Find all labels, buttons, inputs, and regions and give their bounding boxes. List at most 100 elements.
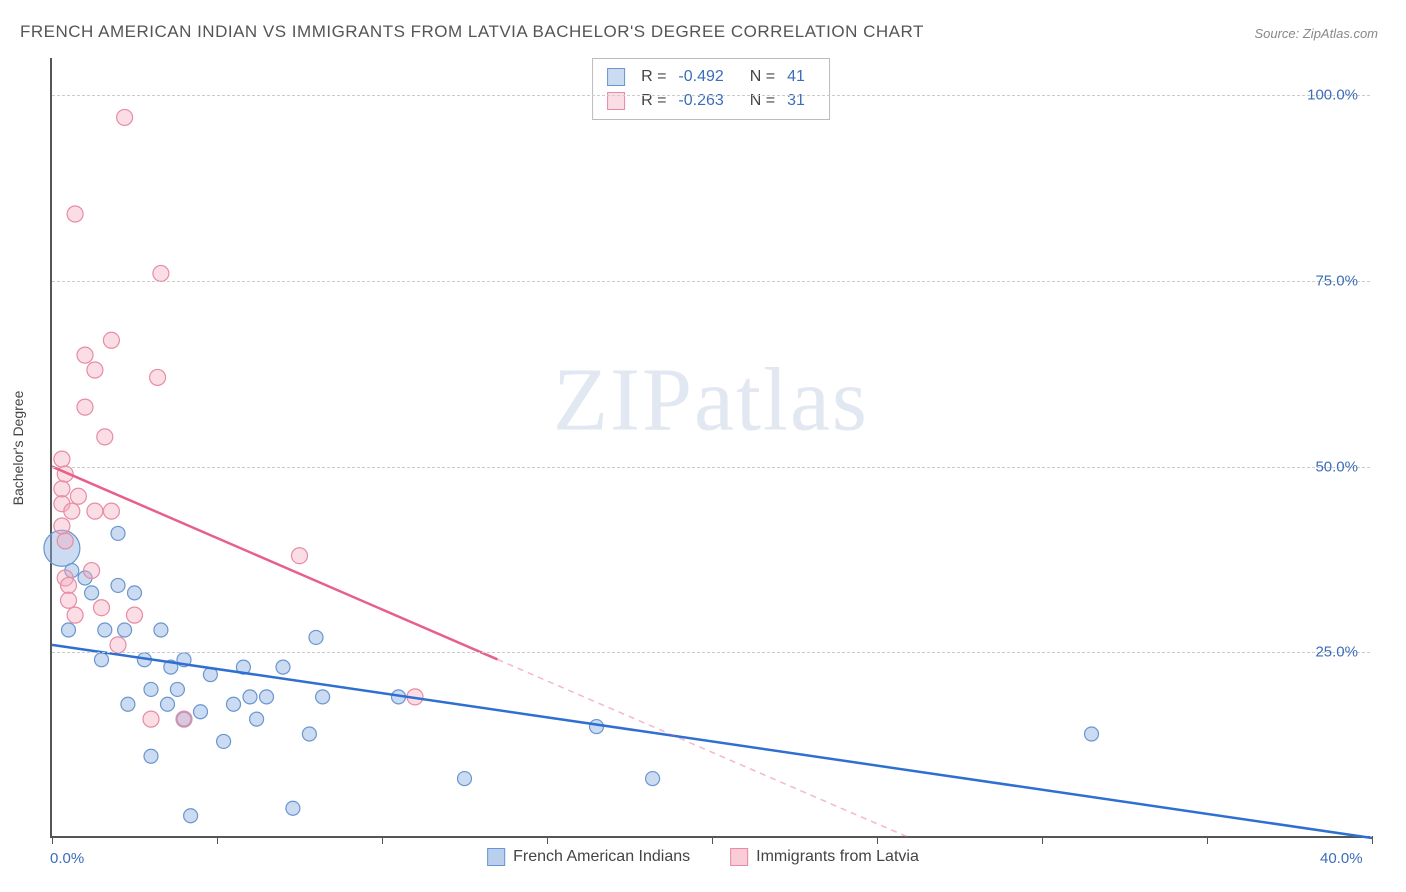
- data-point: [292, 548, 308, 564]
- x-tick-label: 0.0%: [50, 850, 84, 867]
- plot-svg: [52, 58, 1370, 836]
- y-tick-label: 75.0%: [1315, 272, 1358, 289]
- data-point: [646, 772, 660, 786]
- source-label: Source: ZipAtlas.com: [1254, 26, 1378, 41]
- data-point: [110, 637, 126, 653]
- bottom-legend: French American Indians Immigrants from L…: [487, 848, 919, 866]
- data-point: [57, 533, 73, 549]
- data-point: [87, 362, 103, 378]
- data-point: [77, 347, 93, 363]
- x-tick-mark: [217, 836, 218, 844]
- x-tick-mark: [1042, 836, 1043, 844]
- data-point: [154, 623, 168, 637]
- data-point: [127, 607, 143, 623]
- data-point: [590, 720, 604, 734]
- data-point: [54, 481, 70, 497]
- x-tick-mark: [712, 836, 713, 844]
- data-point: [243, 690, 257, 704]
- stat-r-label: R =: [641, 65, 666, 89]
- data-point: [94, 600, 110, 616]
- data-point: [117, 109, 133, 125]
- stats-row: R = -0.492 N = 41: [607, 65, 815, 89]
- x-tick-mark: [52, 836, 53, 844]
- data-point: [194, 705, 208, 719]
- chart-title: FRENCH AMERICAN INDIAN VS IMMIGRANTS FRO…: [20, 22, 924, 42]
- legend-item: Immigrants from Latvia: [730, 848, 919, 866]
- y-tick-label: 50.0%: [1315, 458, 1358, 475]
- data-point: [260, 690, 274, 704]
- legend-swatch: [487, 848, 505, 866]
- legend-swatch: [607, 68, 625, 86]
- data-point: [121, 697, 135, 711]
- data-point: [302, 727, 316, 741]
- y-tick-label: 25.0%: [1315, 644, 1358, 661]
- data-point: [84, 563, 100, 579]
- data-point: [61, 592, 77, 608]
- legend-item: French American Indians: [487, 848, 690, 866]
- legend-label: Immigrants from Latvia: [756, 848, 919, 866]
- data-point: [128, 586, 142, 600]
- data-point: [95, 653, 109, 667]
- chart-container: FRENCH AMERICAN INDIAN VS IMMIGRANTS FRO…: [0, 0, 1406, 892]
- stat-r-value: -0.263: [678, 89, 723, 113]
- data-point: [153, 265, 169, 281]
- data-point: [87, 503, 103, 519]
- x-tick-mark: [1372, 836, 1373, 844]
- stat-n-label: N =: [750, 89, 775, 113]
- data-point: [170, 682, 184, 696]
- stats-row: R = -0.263 N = 31: [607, 89, 815, 113]
- data-point: [54, 518, 70, 534]
- data-point: [64, 503, 80, 519]
- plot-area: ZIPatlas R =-0.492N =41R =-0.263N =31 25…: [50, 58, 1370, 838]
- trend-line: [52, 645, 1372, 838]
- data-point: [458, 772, 472, 786]
- data-point: [184, 809, 198, 823]
- data-point: [1085, 727, 1099, 741]
- data-point: [54, 451, 70, 467]
- stat-n-value: 41: [787, 65, 805, 89]
- data-point: [103, 503, 119, 519]
- data-point: [61, 577, 77, 593]
- data-point: [111, 526, 125, 540]
- data-point: [67, 607, 83, 623]
- x-tick-mark: [547, 836, 548, 844]
- data-point: [67, 206, 83, 222]
- y-axis-title: Bachelor's Degree: [10, 391, 26, 506]
- stat-n-value: 31: [787, 89, 805, 113]
- data-point: [103, 332, 119, 348]
- grid-line: [52, 281, 1370, 282]
- x-tick-mark: [877, 836, 878, 844]
- grid-line: [52, 652, 1370, 653]
- data-point: [97, 429, 113, 445]
- stat-n-label: N =: [750, 65, 775, 89]
- data-point: [70, 488, 86, 504]
- data-point: [144, 682, 158, 696]
- data-point: [250, 712, 264, 726]
- data-point: [309, 630, 323, 644]
- grid-line: [52, 467, 1370, 468]
- legend-swatch: [730, 848, 748, 866]
- data-point: [276, 660, 290, 674]
- stats-box: R = -0.492 N = 41 R = -0.263 N = 31: [592, 58, 830, 120]
- trend-line-dashed: [498, 659, 911, 838]
- stat-r-label: R =: [641, 89, 666, 113]
- data-point: [316, 690, 330, 704]
- data-point: [176, 711, 192, 727]
- stat-r-value: -0.492: [678, 65, 723, 89]
- data-point: [62, 623, 76, 637]
- legend-label: French American Indians: [513, 848, 690, 866]
- x-tick-mark: [382, 836, 383, 844]
- data-point: [143, 711, 159, 727]
- data-point: [118, 623, 132, 637]
- data-point: [286, 801, 300, 815]
- data-point: [161, 697, 175, 711]
- data-point: [85, 586, 99, 600]
- data-point: [227, 697, 241, 711]
- x-tick-label: 40.0%: [1320, 850, 1363, 867]
- data-point: [77, 399, 93, 415]
- grid-line: [52, 95, 1370, 96]
- x-tick-mark: [1207, 836, 1208, 844]
- data-point: [111, 578, 125, 592]
- data-point: [144, 749, 158, 763]
- data-point: [98, 623, 112, 637]
